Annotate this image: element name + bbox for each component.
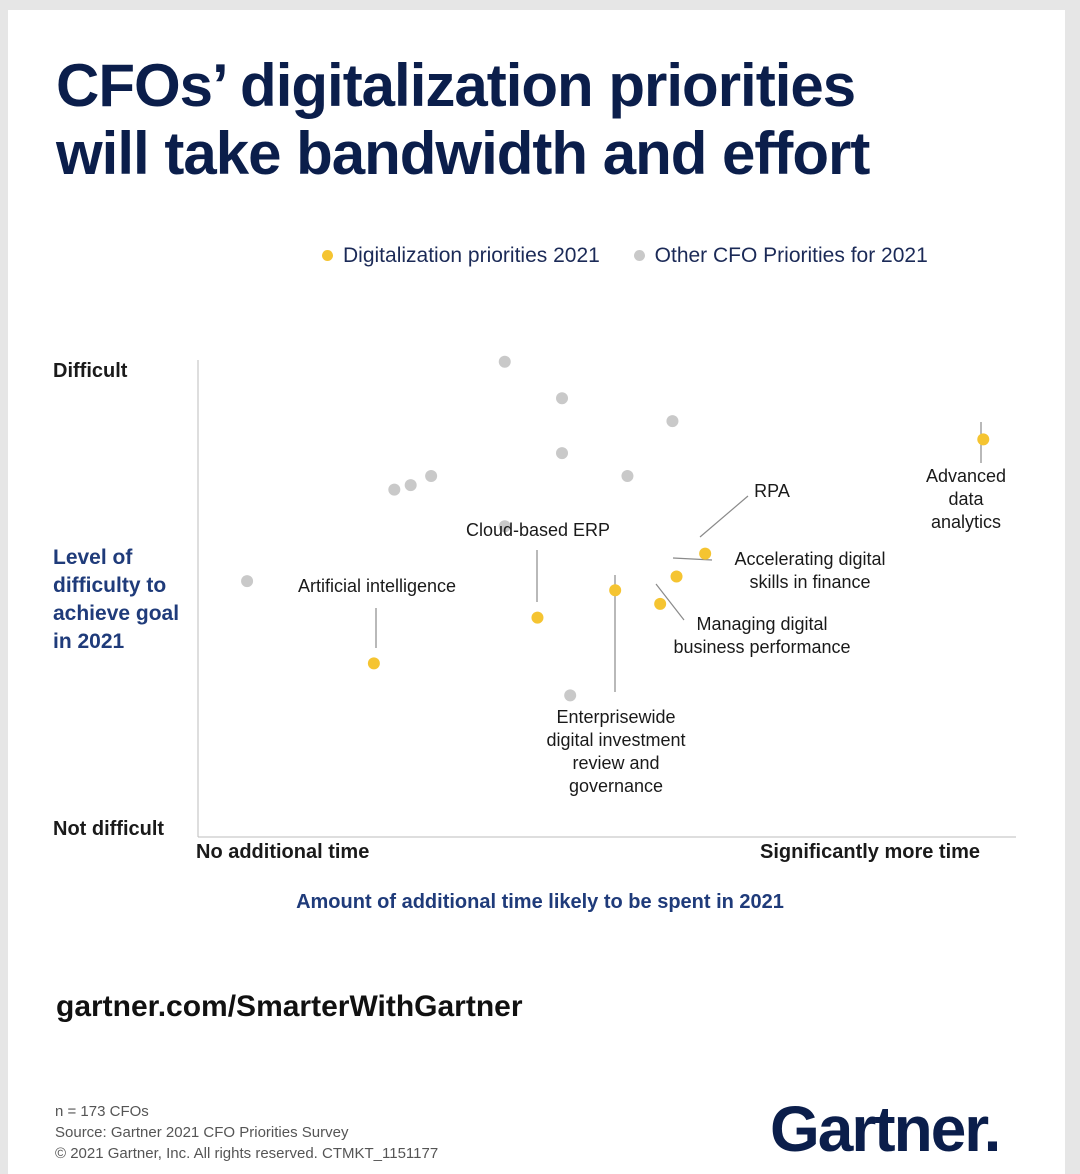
data-points [241,355,990,702]
source-url: gartner.com/SmarterWithGartner [56,990,523,1023]
other-point-4 [556,447,569,460]
point-label-accelerating-digital-skills-in-finance: Accelerating digital skills in finance [734,549,885,592]
leader-line-accelerating-digital-skills-in-finance [672,557,713,561]
footnote-copyright: © 2021 Gartner, Inc. All rights reserved… [55,1145,439,1162]
other-point-11 [564,689,577,702]
point-label-cloud-based-erp: Cloud-based ERP [466,520,610,540]
legend-item-other: Other CFO Priorities for 2021 [633,243,928,268]
point-label-advanced-data-analytics: Advanced data analytics [926,466,1006,532]
digital-point-rpa [699,547,712,560]
x-tick-significantly-more-time: Significantly more time [760,841,981,863]
footnote: n = 173 CFOs Source: Gartner 2021 CFO Pr… [55,1101,438,1164]
other-point-7 [404,479,417,492]
legend-label-other: Other CFO Priorities for 2021 [654,243,928,267]
legend-label-digital: Digitalization priorities 2021 [343,243,600,267]
page-title: CFOs’ digitalization priorities will tak… [56,52,870,188]
digital-point-artificial-intelligence [367,657,380,670]
point-label-rpa: RPA [754,481,790,501]
title-line-1: CFOs’ digitalization priorities [56,52,856,119]
footnote-source: Source: Gartner 2021 CFO Priorities Surv… [55,1124,349,1141]
other-point-6 [425,469,438,482]
other-point-10 [241,575,254,588]
digital-point-advanced-data-analytics [977,433,990,446]
x-axis-label: Amount of additional time likely to be s… [296,891,784,913]
legend-item-digital: Digitalization priorities 2021 [322,244,600,268]
digital-point-enterprisewide-digital-investment-review-and-governance [609,584,622,597]
footnote-sample-size: n = 173 CFOs [55,1103,149,1120]
leader-line-managing-digital-business-performance [655,583,685,621]
leader-line-rpa [699,495,749,538]
x-tick-no-additional-time: No additional time [196,841,370,863]
other-point-5 [621,469,634,482]
legend-swatch-digital [322,250,333,261]
y-tick-not-difficult: Not difficult [53,818,165,840]
other-point-2 [556,392,569,405]
point-label-artificial-intelligence: Artificial intelligence [298,576,456,596]
point-label-enterprisewide-digital-investment-review-and-governance: Enterprisewide digital investment review a… [546,707,685,796]
digital-point-accelerating-digital-skills-in-finance [670,570,683,583]
point-labels: Advanced data analytics RPA Accelerating dig… [298,466,1006,796]
y-axis-label: Level of difficulty to achieve goal in 2… [53,546,180,653]
legend-swatch-other [633,250,645,261]
other-point-9 [498,520,511,533]
other-point-1 [498,355,511,368]
point-label-managing-digital-business-performance: Managing digital business performance [673,614,850,657]
y-tick-difficult: Difficult [53,360,128,382]
gartner-logo: Gartner. [770,1093,1001,1165]
other-point-3 [666,415,679,428]
other-point-8 [388,483,401,496]
chart-legend: Digitalization priorities 2021 Other CFO… [322,243,956,268]
title-line-2: will take bandwidth and effort [56,120,870,187]
digital-point-cloud-based-erp [531,611,544,624]
digital-point-managing-digital-business-performance [654,597,667,610]
